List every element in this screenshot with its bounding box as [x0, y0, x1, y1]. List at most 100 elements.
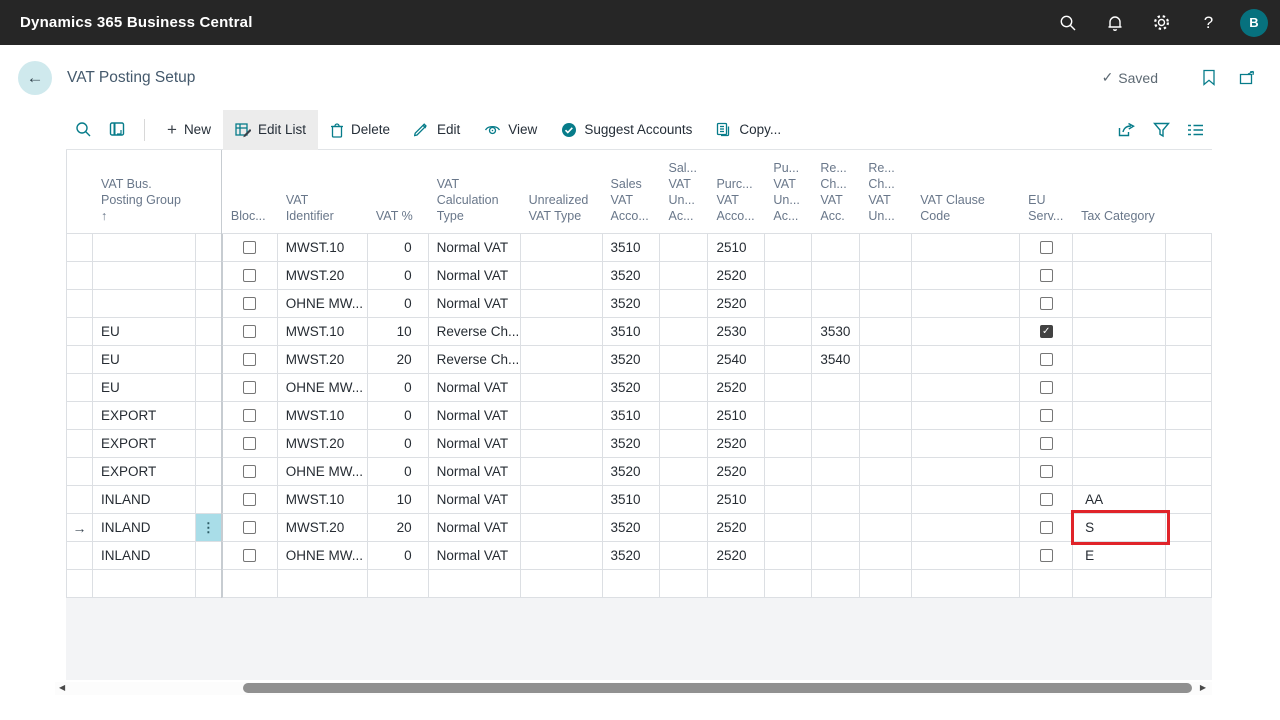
cell-purch_unreal[interactable] [765, 402, 813, 430]
eu_service-checkbox[interactable] [1039, 241, 1053, 254]
cell-rev_acc[interactable]: 3530 [812, 318, 861, 346]
cell-tax_cat[interactable] [1073, 374, 1167, 402]
cell-calc[interactable]: Normal VAT [428, 374, 521, 402]
cell-vat_pct[interactable]: 0 [367, 430, 429, 458]
column-header-identifier[interactable]: VAT Identifier [285, 193, 334, 223]
cell-vat_pct[interactable]: 10 [367, 318, 429, 346]
analysis-icon[interactable] [100, 110, 134, 150]
cell-clause[interactable] [912, 458, 1021, 486]
cell-blocked[interactable] [222, 318, 278, 346]
cell-group[interactable]: EU [92, 318, 196, 346]
cell-sales_unreal[interactable] [660, 514, 709, 542]
cell-eu_service[interactable] [1020, 234, 1074, 262]
cell-unrealized[interactable] [520, 430, 603, 458]
cell-menu[interactable] [195, 346, 223, 374]
cell-unrealized[interactable] [520, 318, 603, 346]
cell-purch_acc[interactable]: 2510 [708, 234, 766, 262]
cell-rev_acc[interactable] [812, 514, 861, 542]
cell-blocked[interactable] [222, 346, 278, 374]
cell-group[interactable] [92, 234, 196, 262]
cell-tax_cat[interactable] [1073, 234, 1167, 262]
blocked-checkbox[interactable] [243, 437, 257, 450]
cell-calc[interactable]: Normal VAT [428, 402, 521, 430]
cell-rev_unreal[interactable] [860, 234, 913, 262]
row-selector[interactable] [67, 290, 93, 318]
cell-blocked[interactable] [222, 486, 278, 514]
cell-vat_pct[interactable]: 0 [367, 542, 429, 570]
blocked-checkbox[interactable] [243, 521, 257, 534]
cell-sales_acc[interactable]: 3520 [602, 374, 661, 402]
cell-sales_acc[interactable]: 3510 [602, 318, 661, 346]
cell-clause[interactable] [912, 402, 1021, 430]
cell-rev_unreal[interactable] [860, 486, 913, 514]
cell-unrealized[interactable] [520, 486, 603, 514]
row-menu-button[interactable]: ⋮ [195, 514, 223, 542]
scroll-left-arrow-icon[interactable]: ◀ [59, 683, 66, 692]
row-selector[interactable] [67, 542, 93, 570]
cell-menu[interactable] [195, 542, 223, 570]
cell-calc[interactable]: Normal VAT [428, 514, 521, 542]
cell-tax_cat[interactable]: E [1073, 542, 1167, 570]
row-selector[interactable] [67, 458, 93, 486]
cell-identifier[interactable]: OHNE MW... [277, 542, 368, 570]
settings-icon[interactable] [1138, 0, 1185, 45]
eu_service-checkbox[interactable]: ✓ [1039, 325, 1053, 338]
cell-eu_service[interactable] [1020, 430, 1074, 458]
row-selector[interactable] [67, 430, 93, 458]
cell-purch_unreal[interactable] [765, 290, 813, 318]
cell-calc[interactable]: Normal VAT [428, 458, 521, 486]
cell-sales_acc[interactable]: 3520 [602, 290, 661, 318]
cell-rev_acc[interactable] [812, 234, 861, 262]
search-icon[interactable] [1044, 0, 1091, 45]
cell-menu[interactable] [195, 402, 223, 430]
cell-identifier[interactable]: MWST.10 [277, 234, 368, 262]
cell-clause[interactable] [912, 346, 1021, 374]
cell-sales_acc[interactable]: 3510 [602, 486, 661, 514]
cell-eu_service[interactable] [1020, 542, 1074, 570]
cell-eu_service[interactable] [1020, 374, 1074, 402]
cell-clause[interactable] [912, 374, 1021, 402]
cell-eu_service[interactable] [1020, 486, 1074, 514]
filter-icon[interactable] [1144, 110, 1178, 150]
cell-eu_service[interactable] [1020, 458, 1074, 486]
blocked-checkbox[interactable] [243, 409, 257, 422]
cell-rev_unreal[interactable] [860, 374, 913, 402]
cell-identifier[interactable]: MWST.20 [277, 346, 368, 374]
eu_service-checkbox[interactable] [1039, 381, 1053, 394]
cell-menu[interactable] [195, 486, 223, 514]
cell-blocked[interactable] [222, 402, 278, 430]
cell-group[interactable]: EXPORT [92, 402, 196, 430]
eu_service-checkbox[interactable] [1039, 269, 1053, 282]
cell-tax_cat[interactable] [1073, 402, 1167, 430]
list-options-icon[interactable] [1178, 110, 1212, 150]
cell-sales_unreal[interactable] [660, 458, 709, 486]
column-header-vat_pct[interactable]: VAT % [375, 209, 413, 223]
cell-rev_acc[interactable] [812, 486, 861, 514]
cell-identifier[interactable]: MWST.10 [277, 318, 368, 346]
cell-sales_acc[interactable]: 3510 [602, 234, 661, 262]
cell-purch_acc[interactable]: 2520 [708, 374, 766, 402]
cell-rev_acc[interactable] [812, 430, 861, 458]
row-selector[interactable] [67, 486, 93, 514]
cell-clause[interactable] [912, 262, 1021, 290]
cell-sales_unreal[interactable] [660, 318, 709, 346]
bookmark-icon[interactable] [1194, 63, 1224, 93]
cell-sales_unreal[interactable] [660, 402, 709, 430]
cell-calc[interactable]: Normal VAT [428, 430, 521, 458]
cell-identifier[interactable]: MWST.20 [277, 262, 368, 290]
cell-eu_service[interactable] [1020, 290, 1074, 318]
cell-clause[interactable] [912, 486, 1021, 514]
cell-purch_unreal[interactable] [765, 374, 813, 402]
blocked-checkbox[interactable] [243, 269, 257, 282]
cell-rev_acc[interactable] [812, 458, 861, 486]
cell-group[interactable]: EXPORT [92, 430, 196, 458]
cell-calc[interactable]: Reverse Ch... [428, 346, 521, 374]
cell-menu[interactable] [195, 430, 223, 458]
help-icon[interactable]: ? [1203, 12, 1214, 32]
share-icon[interactable] [1110, 110, 1144, 150]
cell-unrealized[interactable] [520, 346, 603, 374]
cell-sales_acc[interactable]: 3520 [602, 262, 661, 290]
cell-rev_unreal[interactable] [860, 402, 913, 430]
cell-identifier[interactable]: MWST.10 [277, 402, 368, 430]
cell-group[interactable]: EU [92, 346, 196, 374]
